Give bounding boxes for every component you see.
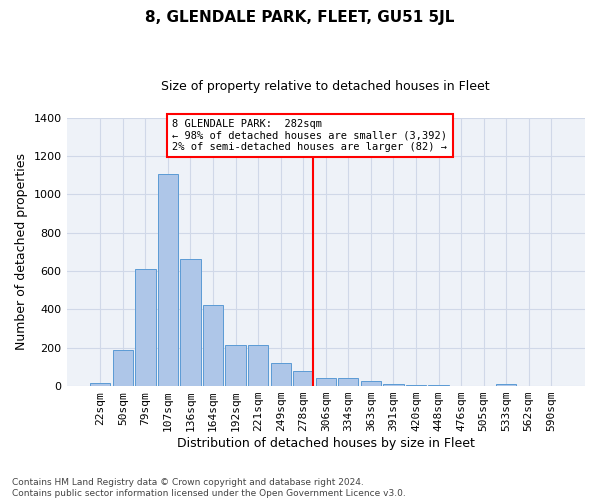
Bar bbox=[428, 385, 449, 386]
Text: 8, GLENDALE PARK, FLEET, GU51 5JL: 8, GLENDALE PARK, FLEET, GU51 5JL bbox=[145, 10, 455, 25]
Bar bbox=[293, 371, 313, 386]
Bar bbox=[338, 378, 358, 386]
Bar bbox=[113, 350, 133, 386]
Bar bbox=[383, 384, 404, 386]
Y-axis label: Number of detached properties: Number of detached properties bbox=[15, 154, 28, 350]
Bar bbox=[316, 378, 336, 386]
Bar bbox=[90, 383, 110, 386]
Bar bbox=[496, 384, 517, 386]
Bar bbox=[203, 304, 223, 386]
Bar bbox=[226, 345, 246, 386]
X-axis label: Distribution of detached houses by size in Fleet: Distribution of detached houses by size … bbox=[177, 437, 475, 450]
Bar bbox=[248, 345, 268, 386]
Text: 8 GLENDALE PARK:  282sqm
← 98% of detached houses are smaller (3,392)
2% of semi: 8 GLENDALE PARK: 282sqm ← 98% of detache… bbox=[172, 118, 448, 152]
Bar bbox=[271, 363, 291, 386]
Text: Contains HM Land Registry data © Crown copyright and database right 2024.
Contai: Contains HM Land Registry data © Crown c… bbox=[12, 478, 406, 498]
Bar bbox=[158, 174, 178, 386]
Title: Size of property relative to detached houses in Fleet: Size of property relative to detached ho… bbox=[161, 80, 490, 93]
Bar bbox=[406, 385, 426, 386]
Bar bbox=[135, 269, 155, 386]
Bar bbox=[361, 382, 381, 386]
Bar bbox=[181, 258, 200, 386]
